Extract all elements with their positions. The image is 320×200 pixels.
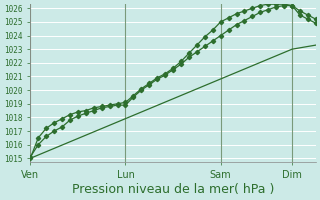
X-axis label: Pression niveau de la mer( hPa ): Pression niveau de la mer( hPa )	[72, 183, 274, 196]
